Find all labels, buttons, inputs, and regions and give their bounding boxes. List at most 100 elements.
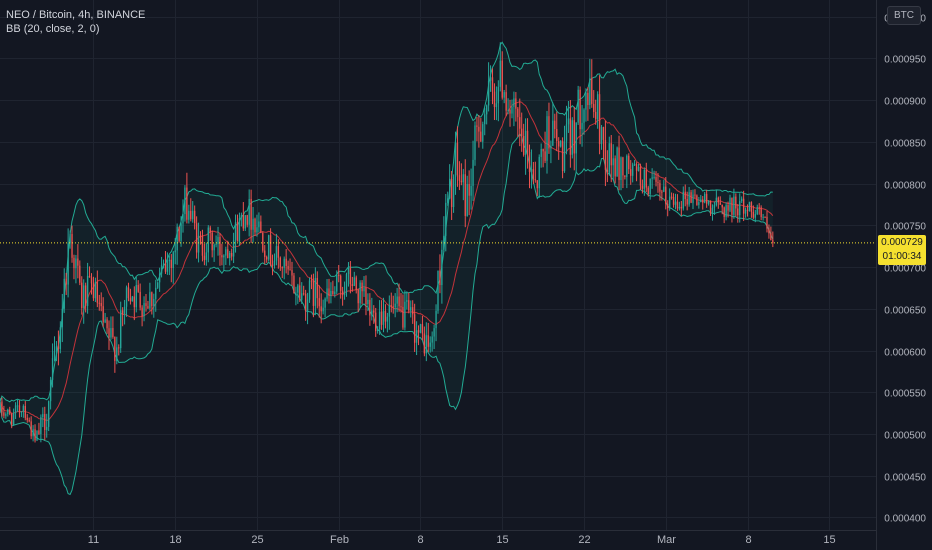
candle <box>445 193 447 252</box>
indicator-title[interactable]: BB (20, close, 2, 0) <box>6 23 100 35</box>
candle-body <box>764 216 766 218</box>
candle-body <box>376 329 379 332</box>
candle-body <box>499 60 501 87</box>
candle <box>655 171 657 187</box>
candle-body <box>571 120 574 155</box>
candle <box>563 125 566 173</box>
candle <box>472 140 474 201</box>
candle-body <box>116 347 118 361</box>
candle-body <box>328 288 330 296</box>
candle-body <box>415 330 418 343</box>
candle-body <box>125 287 128 307</box>
candle <box>14 402 17 419</box>
candle-body <box>589 78 591 106</box>
candle-body <box>478 126 480 132</box>
candle-body <box>63 278 65 309</box>
candle <box>100 292 102 312</box>
candle-body <box>435 310 437 329</box>
candle-body <box>223 255 225 258</box>
candle-body <box>359 282 361 304</box>
candle-body <box>630 169 632 176</box>
candle <box>127 282 130 302</box>
candle-body <box>84 285 87 306</box>
candle <box>548 102 550 154</box>
candle-body <box>238 218 241 242</box>
candle <box>141 305 143 327</box>
candle <box>40 414 42 443</box>
candle-body <box>427 335 429 347</box>
candle-body <box>176 226 178 251</box>
candle <box>193 205 196 230</box>
candle-body <box>709 200 712 214</box>
candle <box>661 189 663 201</box>
candle-body <box>468 184 470 196</box>
time-tick-label: 25 <box>251 534 263 546</box>
candle-body <box>277 246 280 258</box>
candle-body <box>497 86 500 104</box>
candle <box>147 300 149 309</box>
candle-body <box>565 124 568 142</box>
candle <box>108 320 110 350</box>
candle <box>690 189 692 204</box>
candle <box>75 254 77 284</box>
candle <box>369 293 371 326</box>
candle-body <box>229 252 231 259</box>
candle <box>503 89 505 104</box>
candle <box>135 277 137 313</box>
candle <box>521 112 523 152</box>
candle-body <box>585 92 587 110</box>
candle-body <box>258 221 260 228</box>
candle <box>260 215 262 234</box>
candle-body <box>153 299 155 307</box>
candle <box>205 242 208 266</box>
candle <box>641 179 644 194</box>
candle-body <box>195 223 198 253</box>
candle-body <box>631 164 634 176</box>
candle-body <box>454 142 457 177</box>
candle-body <box>83 285 85 308</box>
candle <box>277 239 280 269</box>
candle <box>709 200 712 216</box>
candle <box>314 267 317 316</box>
currency-button[interactable]: BTC <box>887 6 921 25</box>
candle <box>353 271 355 287</box>
candle-body <box>20 411 23 413</box>
candle <box>665 177 667 210</box>
candle-body <box>626 155 628 177</box>
candle-body <box>470 185 472 196</box>
candle <box>71 225 73 263</box>
candle <box>772 231 774 248</box>
price-tick-label: 0.000850 <box>884 139 926 150</box>
candle-body <box>460 180 463 183</box>
time-axis[interactable]: 11 18 25 Feb 8 15 22 Mar 8 15 <box>88 534 836 546</box>
candle-body <box>262 232 264 251</box>
candle-body <box>322 307 324 312</box>
candle <box>626 154 628 189</box>
candle-body <box>81 282 83 308</box>
candle-body <box>484 114 486 125</box>
candle-body <box>417 330 420 333</box>
candle-body <box>242 215 245 229</box>
candle-body <box>604 139 607 170</box>
candle-body <box>141 307 143 317</box>
candle <box>532 161 535 185</box>
candle <box>67 228 69 298</box>
candle <box>470 168 472 210</box>
candle-body <box>0 401 1 409</box>
candle-body <box>670 196 673 198</box>
candle <box>330 282 332 304</box>
symbol-title[interactable]: NEO / Bitcoin, 4h, BINANCE <box>6 9 146 21</box>
candle <box>742 190 745 222</box>
candle-body <box>135 285 137 308</box>
candle <box>744 207 747 218</box>
candle-body <box>112 328 114 338</box>
candle-body <box>240 215 243 219</box>
candle <box>104 312 106 324</box>
candle-body <box>114 337 116 361</box>
candle <box>635 162 638 182</box>
candle-body <box>737 208 739 216</box>
candle-body <box>188 210 190 220</box>
price-tick-label: 0.000900 <box>884 97 926 108</box>
candle <box>184 185 186 222</box>
